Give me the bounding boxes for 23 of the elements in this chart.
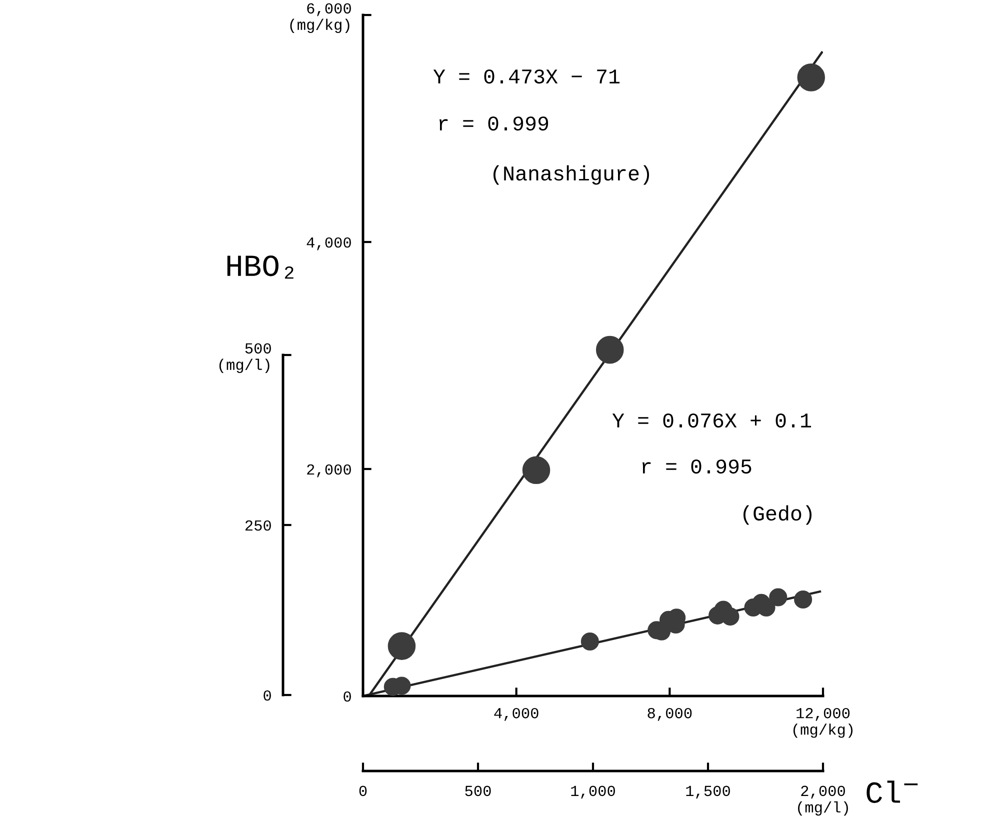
x2-tick-label: 500 (465, 786, 491, 796)
annotation: (Nanashigure) (493, 165, 650, 185)
y2-axis-title: HBO₂ (227, 255, 294, 279)
x-axis-title: Cl$^{−}$ (866, 780, 918, 804)
x2-tick-label: 0 (359, 786, 367, 796)
x-tick-label: 4,000 (494, 708, 538, 721)
y-tick-label: 4,000 (306, 237, 351, 250)
y-tick-label: 6,000 (mg/kg) (290, 3, 351, 34)
annotation: Y = 0.473X − 71 (433, 69, 620, 84)
y-tick-label: 2,000 (307, 464, 351, 478)
x-tick-label: 8,000 (648, 708, 692, 721)
x2-tick-label: 2,000 (mg/l) (798, 786, 848, 816)
x2-tick-label: 1,500 (686, 786, 730, 799)
y2-tick-label: 250 (245, 520, 271, 531)
y-tick-label: 0 (344, 691, 351, 702)
y2-tick-label: 0 (264, 690, 271, 701)
y2-tick-label: 500 (mg/l) (219, 343, 271, 374)
annotation: r = 0.999 (439, 116, 548, 131)
x-tick-label: 12,000 (mg/kg) (793, 708, 853, 738)
annotation: r = 0.995 (642, 459, 752, 474)
x2-tick-label: 1,000 (571, 786, 615, 799)
annotation: (Gedo) (743, 505, 812, 525)
annotation: Y = 0.076X + 0.1 (612, 413, 812, 428)
